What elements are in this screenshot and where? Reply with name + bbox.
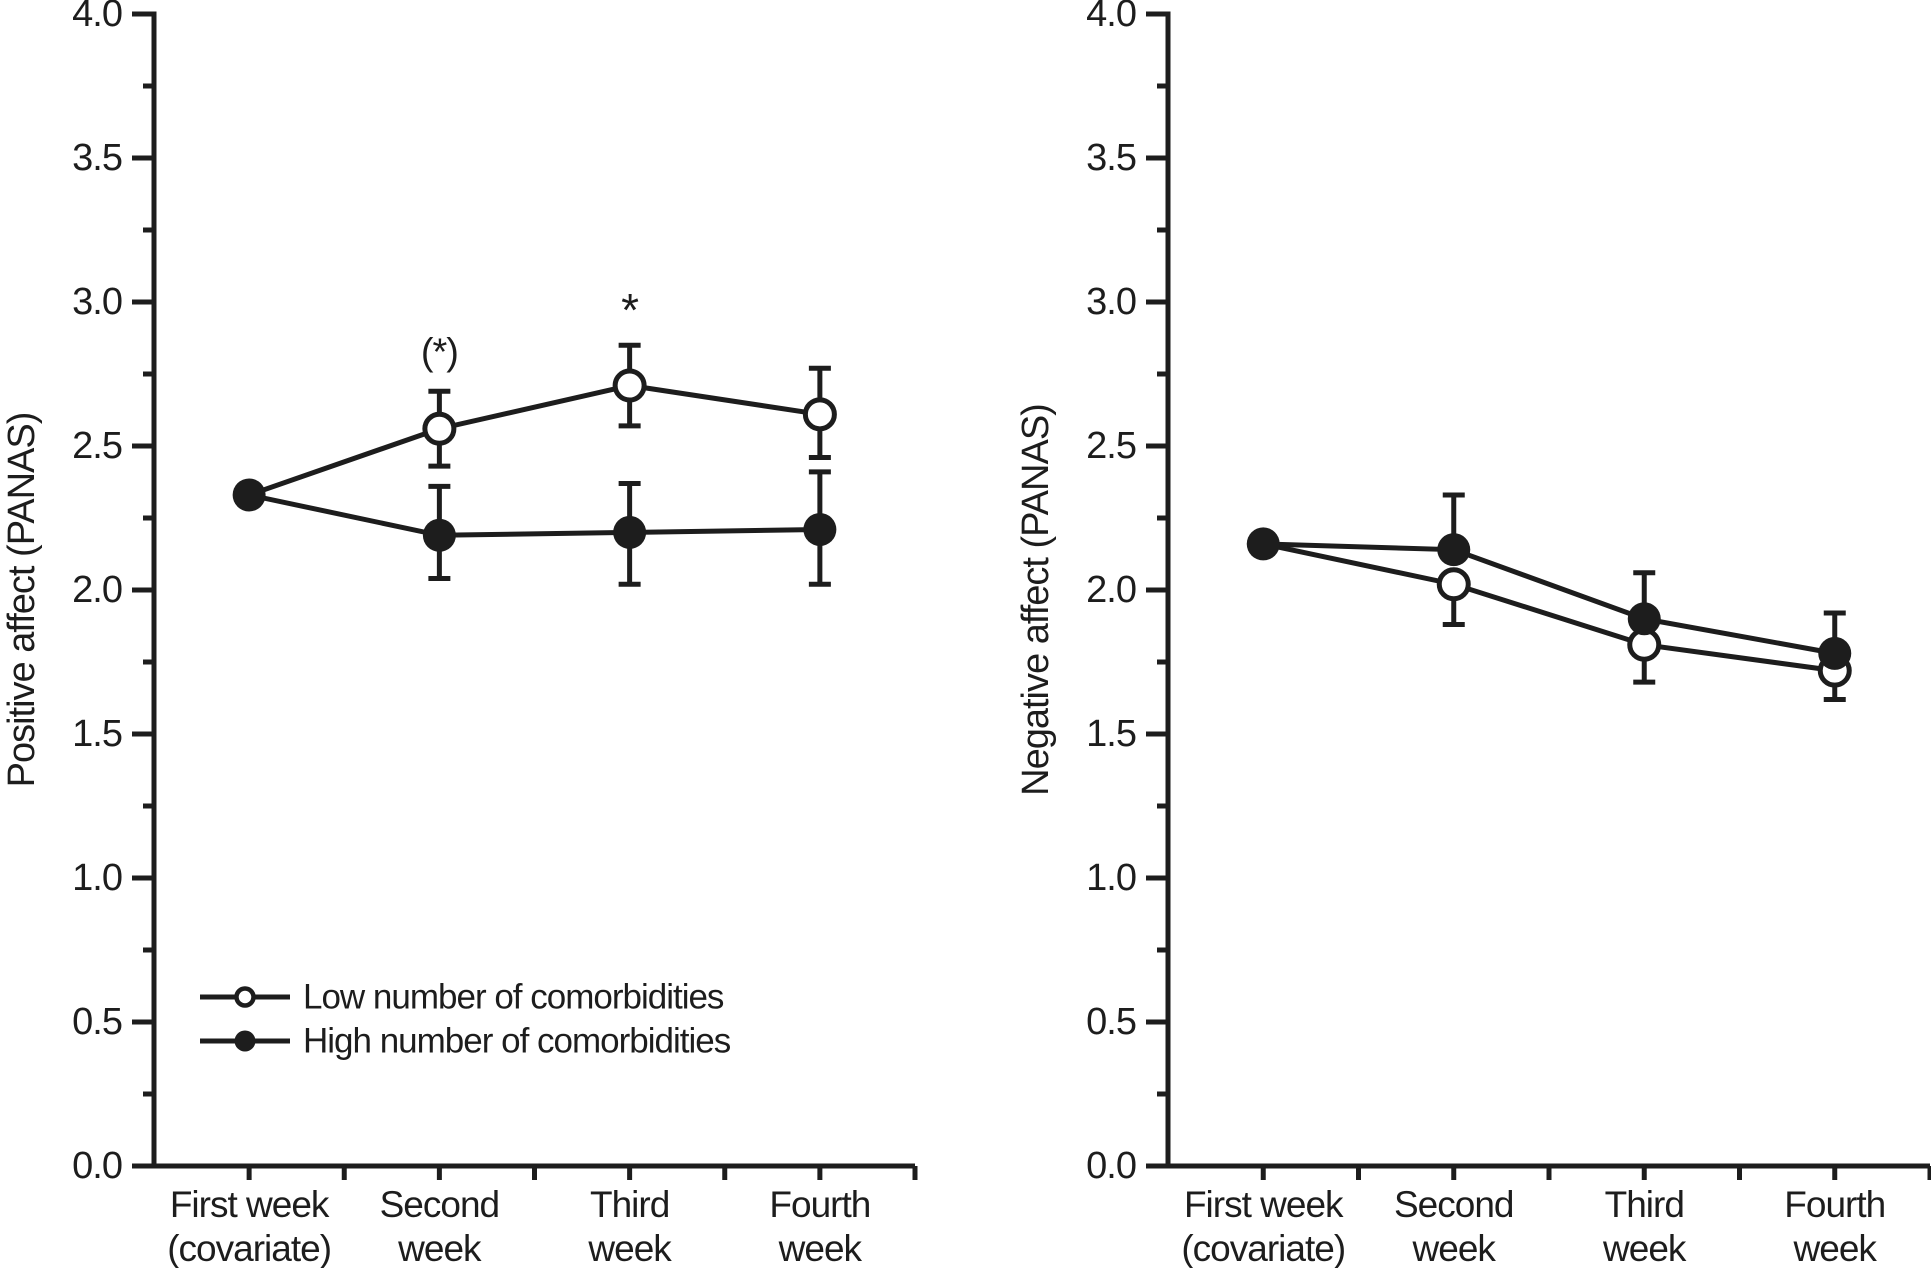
y-tick-label: 2.5 (1086, 425, 1136, 467)
legend-marker-open (234, 986, 256, 1008)
legend-item-label: Low number of comorbidities (303, 978, 724, 1017)
series-line-open (1262, 541, 1836, 674)
y-axis-label: Negative affect (PANAS) (1015, 404, 1057, 796)
y-tick-label: 4.0 (72, 0, 122, 35)
data-marker-filled (232, 478, 266, 512)
data-marker-filled (1818, 636, 1852, 670)
series-line-filled (248, 492, 820, 538)
x-category-label: Second week (380, 1184, 500, 1268)
y-tick-label: 0.5 (1086, 1001, 1136, 1043)
data-marker-filled (1627, 602, 1661, 636)
annotation-significance: (*) (421, 331, 458, 373)
y-tick-label: 1.5 (72, 713, 122, 755)
data-marker-open (802, 397, 837, 432)
panel-left: 0.0 0.5 1.0 1.5 2.0 2.5 3.0 3.5 4.0 First week (co… (1, 0, 918, 1268)
y-tick-label: 1.5 (1086, 713, 1136, 755)
x-category-label: Third week (1602, 1184, 1687, 1268)
x-category-label: Third week (587, 1184, 672, 1268)
x-category-label: Fourth week (769, 1184, 870, 1268)
legend: Low number of comorbidities High number o… (200, 978, 732, 1061)
y-tick-label: 2.0 (72, 569, 122, 611)
y-tick-label: 3.0 (1086, 281, 1136, 323)
y-tick-label: 2.0 (1086, 569, 1136, 611)
y-tick-label: 1.0 (72, 857, 122, 899)
y-tick-label: 3.5 (1086, 137, 1136, 179)
annotation-significance: * (621, 284, 639, 336)
series-line-filled (1263, 541, 1836, 656)
y-axis-label: Positive affect (PANAS) (1, 413, 43, 788)
x-category-label: Fourth week (1784, 1184, 1885, 1268)
data-marker-filled (1246, 527, 1280, 561)
y-tick-label: 2.5 (72, 425, 122, 467)
y-tick-label: 0.0 (72, 1145, 122, 1187)
series-line-open (248, 382, 821, 498)
data-marker-filled (803, 513, 837, 547)
y-tick-label: 0.5 (72, 1001, 122, 1043)
x-category-label: First week (covariate) (1181, 1184, 1345, 1268)
y-tick-label: 3.0 (72, 281, 122, 323)
data-marker-filled (422, 518, 456, 552)
y-tick-label: 0.0 (1086, 1145, 1136, 1187)
legend-item-label: High number of comorbidities (303, 1022, 731, 1061)
data-marker-open (1436, 567, 1471, 602)
panel-right: 0.0 0.5 1.0 1.5 2.0 2.5 3.0 3.5 4.0 First week (co… (1015, 0, 1931, 1268)
x-category-label: Second week (1394, 1184, 1514, 1268)
data-marker-open (612, 368, 647, 403)
data-marker-filled (613, 515, 647, 549)
data-marker-filled (1437, 533, 1471, 567)
legend-marker-filled (234, 1030, 256, 1052)
y-tick-label: 4.0 (1086, 0, 1136, 35)
data-marker-open (422, 411, 457, 446)
y-tick-label: 3.5 (72, 137, 122, 179)
x-category-label: First week (covariate) (167, 1184, 331, 1268)
y-tick-label: 1.0 (1086, 857, 1136, 899)
